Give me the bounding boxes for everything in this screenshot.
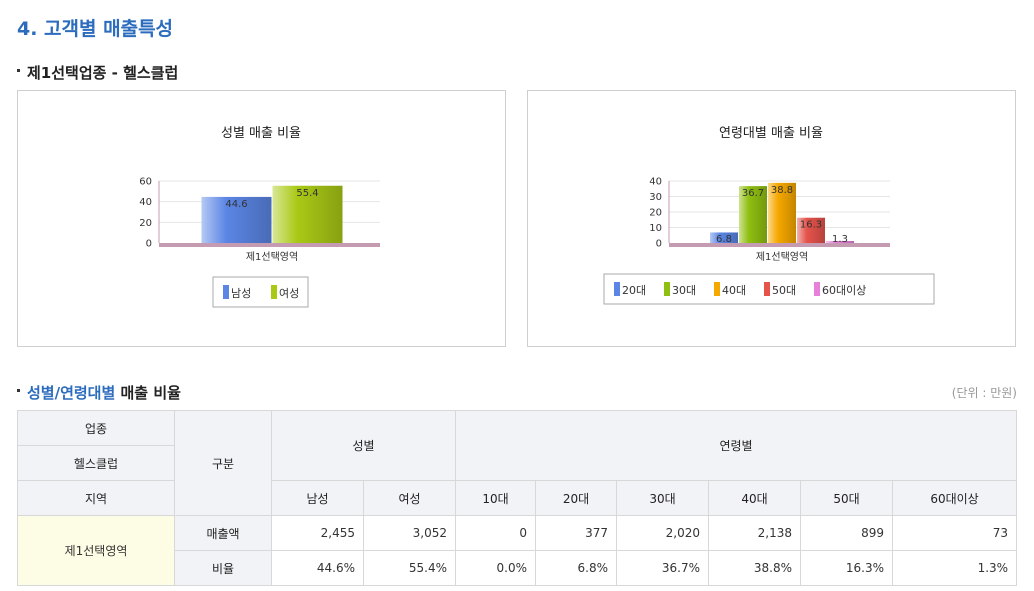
table-cell: 6.8%: [535, 550, 617, 586]
legend-swatch: [614, 282, 620, 296]
bullet-icon: [17, 389, 20, 392]
data-label: 55.4: [296, 188, 318, 199]
table-cell: 16.3%: [800, 550, 893, 586]
legend-label: 60대이상: [822, 284, 866, 297]
table-cell: 899: [800, 515, 893, 551]
category-label: 제1선택영역: [756, 251, 808, 263]
legend-swatch: [271, 285, 277, 299]
legend-label: 남성: [231, 287, 251, 300]
row-label: 매출액: [174, 515, 272, 551]
y-tick-label: 40: [139, 197, 152, 208]
age-chart-svg: 연령대별 매출 비율 0 10 20 30 40 6.8 36.7 38.8 16.3 1.3 제1선…: [603, 126, 935, 305]
legend-label: 50대: [772, 284, 796, 297]
table-cell: 2,020: [616, 515, 709, 551]
legend-swatch: [664, 282, 670, 296]
section-title: 4. 고객별 매출특성: [17, 18, 174, 40]
header-age-group: 연령별: [454, 410, 1018, 481]
y-tick-label: 30: [649, 192, 662, 203]
table-cell: 0.0%: [455, 550, 536, 586]
y-tick-label: 60: [139, 177, 152, 188]
table-cell: 38.8%: [708, 550, 801, 586]
data-label: 38.8: [771, 185, 793, 196]
data-label: 16.3: [800, 220, 822, 231]
table-cell: 377: [535, 515, 617, 551]
table-row: 제1선택영역 매출액 2,455 3,052 0 377 2,020 2,138…: [17, 515, 1018, 586]
bullet-icon: [17, 69, 20, 72]
header-region-label: 지역: [17, 480, 175, 516]
legend-label: 20대: [622, 284, 646, 297]
x-axis-floor: [669, 243, 890, 247]
header-industry-label: 업종: [17, 410, 175, 446]
legend-swatch: [223, 285, 229, 299]
y-tick-label: 10: [649, 223, 662, 234]
table-cell: 1.3%: [891, 550, 1018, 586]
col-header: 20대: [535, 480, 617, 516]
bar-남성: [201, 196, 272, 243]
col-header: 30대: [616, 480, 709, 516]
y-tick-label: 40: [649, 177, 662, 188]
header-division: 구분: [174, 410, 272, 516]
x-axis-floor: [159, 243, 380, 247]
bar-20대: [710, 232, 738, 243]
col-header: 50대: [800, 480, 893, 516]
legend-label: 40대: [722, 284, 746, 297]
legend-box: [212, 276, 309, 308]
bar-여성: [272, 185, 343, 243]
col-header: 60대이상: [891, 480, 1018, 516]
col-header: 10대: [455, 480, 536, 516]
table-cell: 36.7%: [616, 550, 709, 586]
legend-label: 30대: [672, 284, 696, 297]
ratio-table: 업종 구분 성별 연령별 헬스클럽 지역 남성 여성 10대 20대 30대 4…: [17, 410, 1018, 586]
chart-title: 연령대별 매출 비율: [719, 126, 823, 141]
legend-swatch: [764, 282, 770, 296]
bar-30대: [739, 186, 767, 243]
subsection-title-ratio: 성별/연령대별 매출 비율: [17, 382, 181, 403]
y-tick-label: 20: [649, 208, 662, 219]
data-label: 1.3: [832, 234, 848, 245]
header-gender-group: 성별: [271, 410, 456, 481]
table-cell: 44.6%: [271, 550, 364, 586]
legend-swatch: [814, 282, 820, 296]
bar-50대: [797, 217, 825, 243]
subsection-title-rest: 매출 비율: [115, 384, 181, 402]
table-cell: 0: [455, 515, 536, 551]
subsection-title-blue: 성별/연령대별: [27, 384, 116, 402]
table-cell: 73: [891, 515, 1018, 551]
y-tick-label: 20: [139, 218, 152, 229]
y-tick-label: 0: [146, 239, 152, 250]
table-cell: 3,052: [363, 515, 456, 551]
col-header: 남성: [271, 480, 364, 516]
chart-title: 성별 매출 비율: [221, 126, 301, 141]
region-cell: 제1선택영역: [17, 515, 175, 586]
bar-60대이상: [826, 240, 854, 243]
age-chart-panel: 연령대별 매출 비율 0 10 20 30 40 6.8 36.7 38.8 16.3 1.3 제1선…: [527, 90, 1016, 347]
subsection-title-industry: 제1선택업종 - 헬스클럽: [17, 62, 178, 83]
unit-note: (단위 : 만원): [951, 386, 1017, 400]
col-header: 여성: [363, 480, 456, 516]
y-tick-label: 0: [656, 239, 662, 250]
legend-swatch: [714, 282, 720, 296]
table-row: 비율 44.6% 55.4% 0.0% 6.8% 36.7% 38.8% 16.…: [18, 550, 1018, 586]
bar-40대: [768, 182, 796, 243]
table-cell: 2,138: [708, 515, 801, 551]
table-cell: 2,455: [271, 515, 364, 551]
data-label: 36.7: [742, 188, 764, 199]
row-label: 비율: [174, 550, 272, 586]
data-label: 6.8: [716, 234, 732, 245]
col-header: 40대: [708, 480, 801, 516]
legend-label: 여성: [279, 287, 299, 300]
table-cell: 55.4%: [363, 550, 456, 586]
subsection-title-text: 제1선택업종 - 헬스클럽: [27, 64, 179, 82]
data-label: 44.6: [225, 199, 247, 210]
category-label: 제1선택영역: [246, 251, 298, 263]
header-industry-value: 헬스클럽: [17, 445, 175, 481]
